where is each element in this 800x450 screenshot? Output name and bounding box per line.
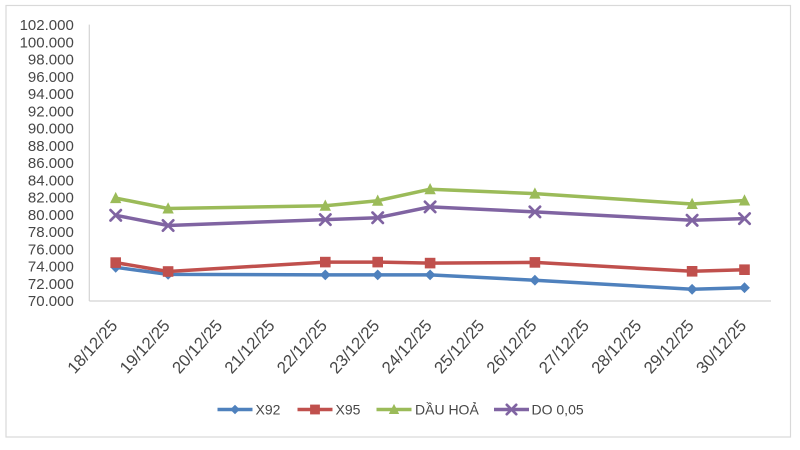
svg-text:74.000: 74.000 xyxy=(28,259,74,276)
svg-text:90.000: 90.000 xyxy=(28,121,74,138)
svg-text:DẦU HOẢ: DẦU HOẢ xyxy=(415,402,479,418)
svg-text:86.000: 86.000 xyxy=(28,155,74,172)
svg-text:76.000: 76.000 xyxy=(28,241,74,258)
svg-text:72.000: 72.000 xyxy=(28,276,74,293)
svg-text:94.000: 94.000 xyxy=(28,86,74,103)
svg-text:88.000: 88.000 xyxy=(28,138,74,155)
svg-text:82.000: 82.000 xyxy=(28,190,74,207)
svg-text:X92: X92 xyxy=(256,402,281,418)
svg-text:96.000: 96.000 xyxy=(28,69,74,86)
svg-text:X95: X95 xyxy=(336,402,361,418)
svg-text:98.000: 98.000 xyxy=(28,52,74,69)
svg-text:102.000: 102.000 xyxy=(20,17,74,34)
svg-text:92.000: 92.000 xyxy=(28,103,74,120)
svg-text:100.000: 100.000 xyxy=(20,34,74,51)
svg-text:80.000: 80.000 xyxy=(28,207,74,224)
svg-text:DO 0,05: DO 0,05 xyxy=(532,402,584,418)
svg-text:70.000: 70.000 xyxy=(28,293,74,310)
svg-text:84.000: 84.000 xyxy=(28,172,74,189)
svg-text:78.000: 78.000 xyxy=(28,224,74,241)
